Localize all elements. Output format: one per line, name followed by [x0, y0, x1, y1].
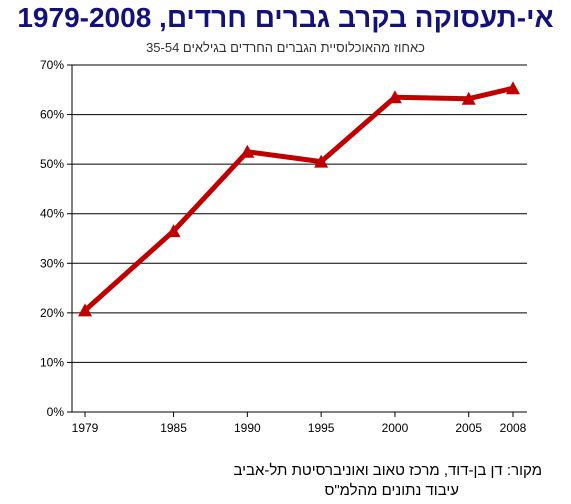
source-line-1: מקור: דן בן-דוד, מרכז טאוב ואוניברסיטת ת… — [233, 462, 542, 479]
ytick-label: 50% — [40, 157, 64, 171]
chart-subtitle: כאחוז מהאוכלוסיית הגברים החרדים בגילאים … — [146, 40, 425, 55]
xtick-label: 1985 — [160, 421, 187, 435]
axes — [67, 64, 527, 417]
ytick-label: 20% — [40, 306, 64, 320]
xtick-label: 2008 — [500, 421, 527, 435]
x-tick-labels: 1979 1985 1990 1995 2000 2005 2008 — [72, 421, 527, 435]
data-point-marker-1979 — [78, 303, 92, 317]
series-line — [82, 85, 516, 313]
chart-title: אי-תעסוקה בקרב גברים חרדים, 1979-2008 — [17, 2, 554, 33]
data-point-marker-2000 — [387, 90, 402, 104]
xtick-label: 1995 — [308, 421, 335, 435]
ytick-label: 70% — [40, 58, 64, 72]
source-line-2: עיבוד נתונים מהלמ"ס — [324, 482, 459, 499]
ytick-label: 40% — [40, 207, 64, 221]
ytick-label: 60% — [40, 108, 64, 122]
data-point-marker-2008 — [506, 81, 520, 95]
y-tick-labels: 0% 10% 20% 30% 40% 50% 60% 70% — [40, 58, 64, 419]
data-point-marker-2005 — [461, 91, 476, 105]
ytick-label: 10% — [40, 355, 64, 369]
xtick-label: 1979 — [72, 421, 99, 435]
ytick-label: 30% — [40, 256, 64, 270]
data-point-marker-1990 — [240, 144, 255, 158]
xtick-label: 1990 — [234, 421, 261, 435]
data-point-marker-1985 — [166, 224, 181, 238]
series — [78, 81, 520, 317]
ytick-label: 0% — [47, 405, 65, 419]
gridlines — [72, 64, 527, 363]
xtick-label: 2000 — [382, 421, 409, 435]
data-point-marker-1995 — [314, 154, 329, 168]
xtick-label: 2005 — [455, 421, 482, 435]
